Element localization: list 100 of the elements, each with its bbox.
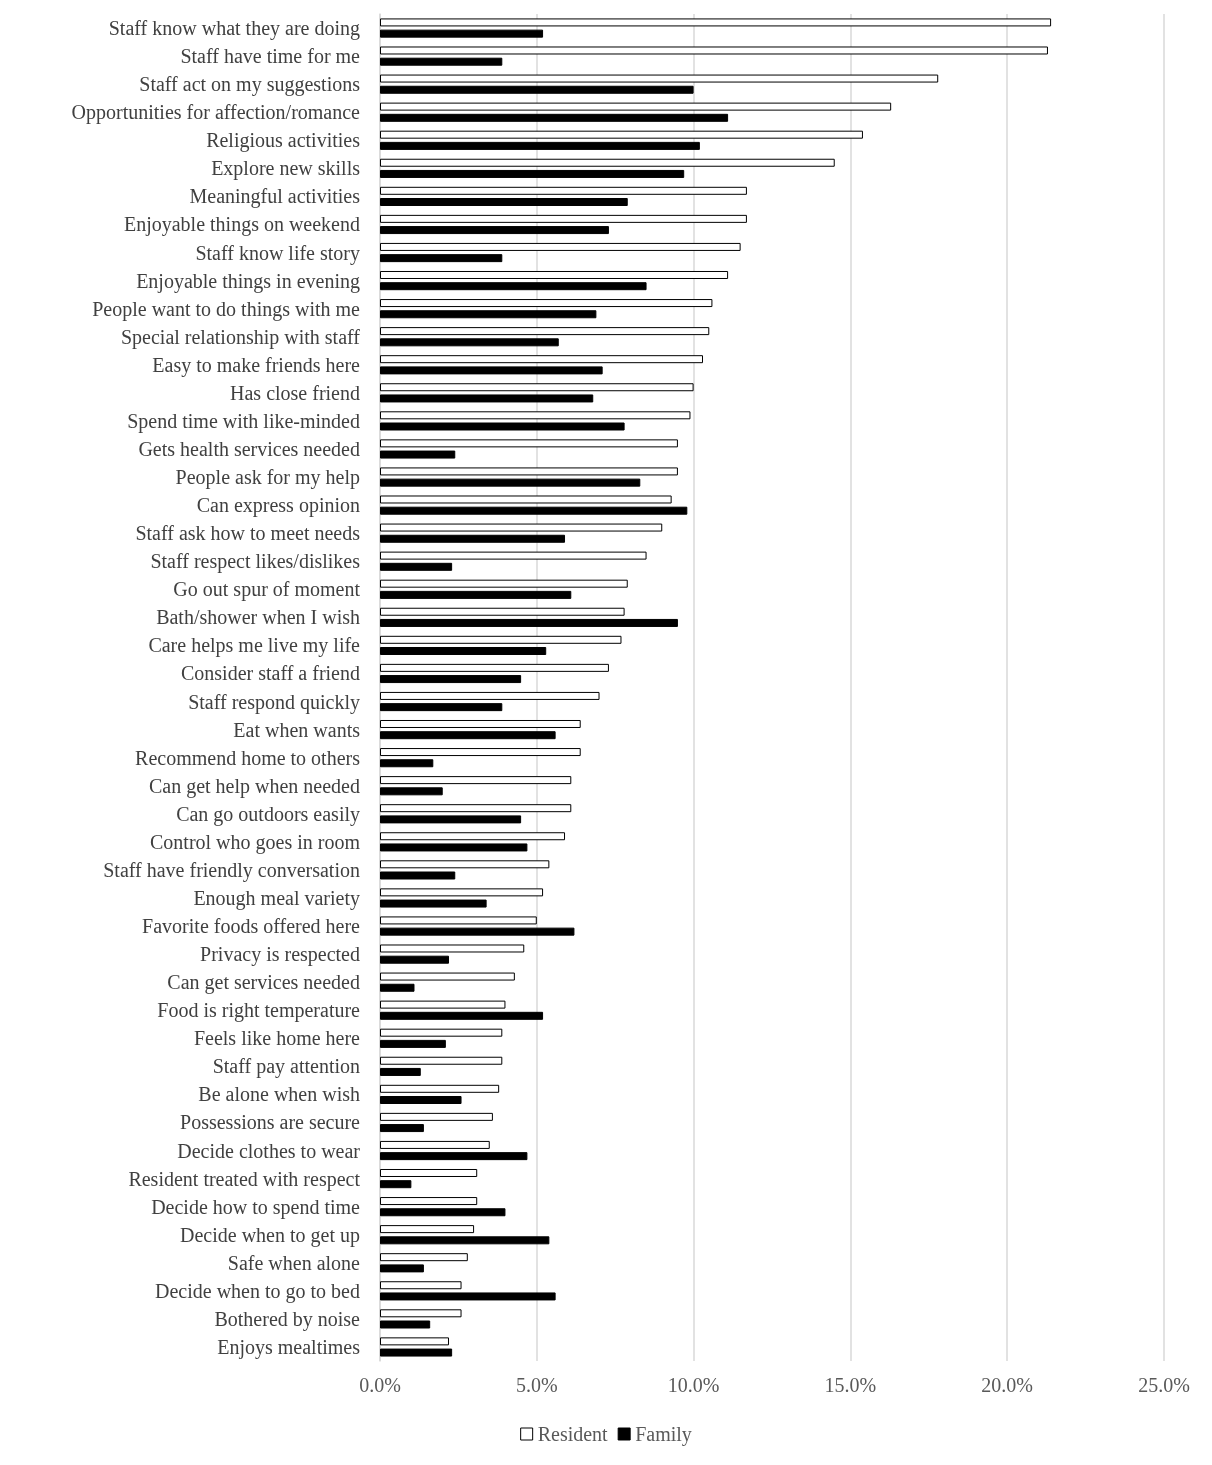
bar: [380, 719, 581, 728]
bar: [380, 815, 522, 824]
y-tick-label: Enjoys mealtimes: [217, 1335, 361, 1359]
bar: [380, 551, 647, 560]
bar: [380, 1225, 475, 1234]
bar: [380, 141, 700, 150]
x-tick-label: 0.0%: [359, 1374, 401, 1396]
bar: [380, 186, 747, 195]
bar: [380, 366, 603, 375]
y-tick-label: Care helps me live my life: [148, 634, 361, 658]
x-tick-label: 20.0%: [981, 1374, 1034, 1396]
bar: [380, 1348, 453, 1357]
bar: [380, 478, 641, 487]
bar: [380, 411, 691, 420]
bar: [380, 327, 710, 336]
y-tick-label: Decide when to get up: [180, 1223, 360, 1247]
bar: [380, 18, 1052, 27]
y-tick-label: Feels like home here: [193, 1027, 361, 1050]
x-tick-label: 15.0%: [824, 1374, 877, 1396]
y-tick-label: Decide when to go to bed: [155, 1279, 360, 1303]
bar: [380, 523, 663, 532]
bar: [380, 383, 694, 392]
y-tick-label: Spend time with like-minded: [127, 409, 360, 433]
y-tick-label: Staff ask how to meet needs: [135, 522, 361, 545]
bar: [380, 495, 672, 504]
bar: [380, 1208, 506, 1217]
bar: [380, 871, 456, 880]
y-tick-label: Can express opinion: [196, 494, 360, 518]
y-tick-label: Opportunities for affection/romance: [71, 101, 361, 125]
bar: [380, 983, 415, 992]
bar: [380, 1281, 462, 1290]
y-tick-label: Staff have time for me: [180, 45, 361, 68]
bar: [380, 355, 704, 364]
bar: [380, 1197, 478, 1206]
y-tick-label: Consider staff a friend: [180, 662, 360, 685]
bar: [380, 675, 522, 684]
bar: [380, 1152, 528, 1161]
y-tick-label: Can go outdoors easily: [176, 802, 360, 826]
x-tick-label: 10.0%: [667, 1374, 720, 1396]
y-tick-label: Gets health services needed: [138, 437, 360, 460]
bar: [380, 169, 685, 178]
bar: [380, 57, 503, 66]
bar: [380, 422, 625, 431]
bar: [380, 1264, 424, 1273]
y-tick-label: Control who goes in room: [150, 830, 361, 854]
bar: [380, 1292, 556, 1301]
bar: [380, 1320, 431, 1329]
bar: [380, 635, 622, 644]
bar: [380, 590, 572, 599]
y-tick-label: Easy to make friends here: [152, 353, 361, 377]
bar: [380, 394, 594, 403]
bar: [380, 618, 678, 627]
y-tick-label: Safe when alone: [227, 1251, 361, 1274]
bar: [380, 130, 863, 139]
y-tick-label: Decide how to spend time: [151, 1195, 361, 1219]
bar: [380, 338, 559, 347]
bar: [380, 562, 453, 571]
bar: [380, 242, 741, 251]
bar: [380, 647, 547, 656]
bar: [380, 467, 678, 476]
bar: [380, 439, 678, 448]
y-tick-label: Meaningful activities: [189, 185, 361, 209]
y-tick-label: Favorite foods offered here: [142, 915, 361, 938]
y-tick-label: Staff respect likes/dislikes: [150, 550, 361, 574]
y-tick-label: Staff pay attention: [212, 1055, 360, 1079]
bar: [380, 1337, 449, 1346]
bar: [380, 731, 556, 740]
bar: [380, 1236, 550, 1245]
y-tick-label: Decide clothes to wear: [177, 1139, 361, 1162]
y-tick-label: Eat when wants: [233, 718, 361, 741]
bar: [380, 1180, 412, 1189]
bar: [380, 691, 600, 700]
y-tick-label: Food is right temperature: [157, 999, 361, 1023]
bar: [380, 1168, 478, 1177]
bar: [380, 1067, 421, 1076]
bar: [380, 270, 729, 279]
y-tick-label: Staff know what they are doing: [108, 17, 360, 41]
y-tick-label: Go out spur of moment: [173, 578, 361, 602]
y-tick-label: Bothered by noise: [214, 1307, 361, 1331]
bar: [380, 899, 487, 908]
y-tick-label: Resident treated with respect: [128, 1167, 361, 1191]
bar: [380, 759, 434, 768]
bar: [380, 843, 528, 852]
bar: [380, 703, 503, 712]
bar: [380, 1253, 468, 1262]
bar: [380, 916, 537, 925]
bar: [380, 972, 515, 981]
y-tick-label: Recommend home to others: [135, 746, 361, 769]
y-tick-label: Be alone when wish: [198, 1083, 360, 1106]
y-tick-label: Religious activities: [206, 129, 361, 153]
y-tick-label: Has close friend: [230, 381, 360, 404]
bar: [380, 450, 456, 459]
bar: [380, 804, 572, 813]
y-tick-label: Enjoyable things on weekend: [123, 213, 360, 237]
bar: [380, 1124, 424, 1133]
legend-label: Family: [635, 1423, 692, 1446]
legend-label: Resident: [537, 1423, 609, 1445]
bar: [380, 1028, 503, 1037]
bar: [380, 46, 1048, 55]
y-tick-label: Staff respond quickly: [188, 690, 360, 714]
